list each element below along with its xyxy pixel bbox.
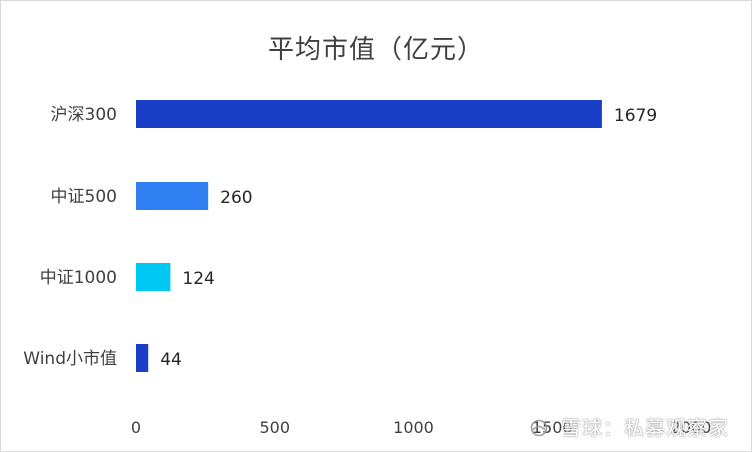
bar	[136, 100, 602, 128]
value-label: 44	[160, 350, 182, 370]
xueqiu-logo-icon	[530, 419, 547, 437]
category-label: Wind小市值	[23, 349, 117, 369]
x-tick-label: 2000	[671, 418, 712, 437]
category-label: 中证1000	[40, 268, 117, 288]
category-label: 沪深300	[51, 105, 117, 125]
watermark-text: 雪球：私募观察家	[561, 416, 729, 440]
bar	[136, 263, 171, 291]
chart-title: 平均市值（亿元）	[267, 35, 484, 65]
watermark: 雪球：私募观察家	[528, 412, 729, 441]
value-label: 1679	[614, 106, 657, 126]
x-tick-label: 500	[259, 418, 290, 437]
value-label: 124	[182, 269, 214, 289]
bar	[136, 344, 149, 372]
category-label: 中证500	[51, 187, 117, 207]
bar	[136, 182, 209, 210]
x-tick-label: 1500	[532, 418, 573, 437]
value-label: 260	[220, 188, 252, 208]
x-tick-label: 1000	[393, 418, 434, 437]
x-tick-label: 0	[131, 418, 141, 437]
